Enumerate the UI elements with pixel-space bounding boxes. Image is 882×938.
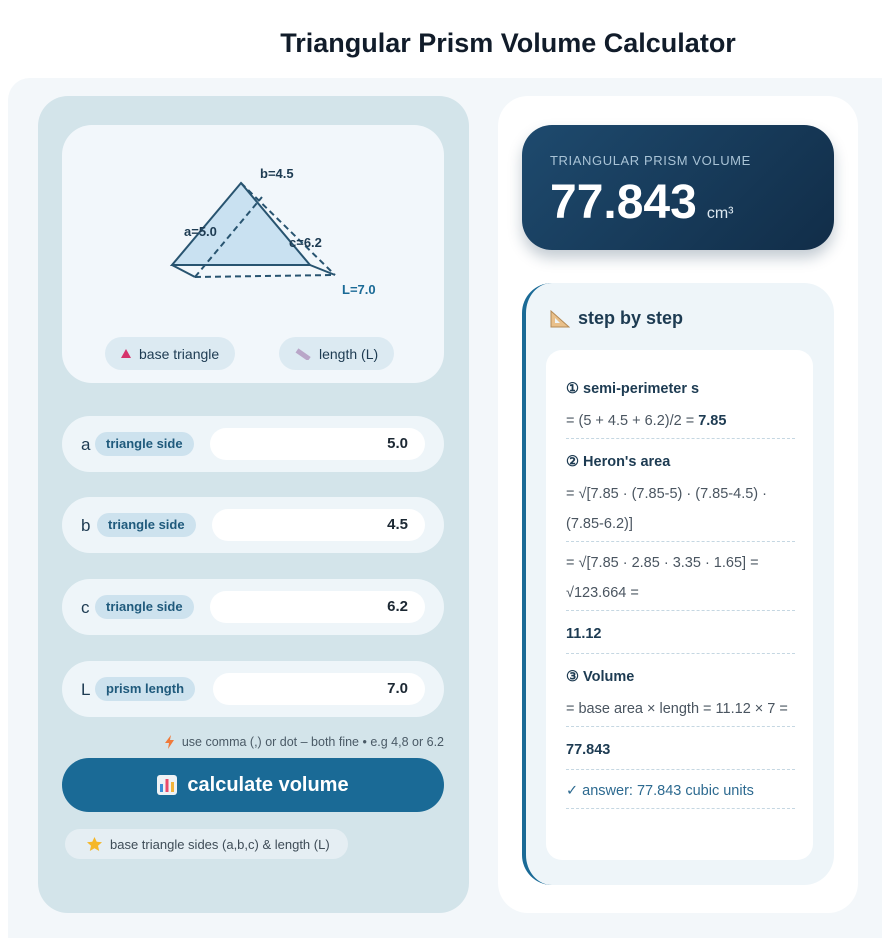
- input-row: L prism length 7.0: [62, 661, 444, 717]
- step-title: ③ Volume: [566, 669, 635, 685]
- input-row: b triangle side 4.5: [62, 497, 444, 553]
- number-input[interactable]: 6.2: [210, 591, 425, 623]
- input-row: a triangle side 5.0: [62, 416, 444, 472]
- separator: [566, 610, 795, 611]
- step-expression: = √[7.85 · (7.85-5) · (7.85-4.5) · (7.85…: [566, 486, 767, 532]
- chart-icon: [157, 775, 178, 795]
- step-line: = √[7.85 · (7.85-5) · (7.85-4.5) · (7.85…: [566, 479, 795, 539]
- calculate-button[interactable]: calculate volume: [62, 758, 444, 812]
- number-input[interactable]: 4.5: [212, 509, 425, 541]
- separator: [566, 653, 795, 654]
- step-line: = √[7.85 · 2.85 · 3.35 · 1.65] = √123.66…: [566, 548, 795, 608]
- edge: [194, 196, 263, 278]
- input-tag: triangle side: [95, 595, 194, 619]
- star-icon: [87, 837, 102, 851]
- separator: [566, 808, 795, 809]
- step-line: = (5 + 4.5 + 6.2)/2 = 7.85: [566, 406, 795, 436]
- ruler-icon: [295, 347, 311, 360]
- side-label: a=5.0: [184, 224, 217, 239]
- input-row: c triangle side 6.2: [62, 579, 444, 635]
- footer-note: base triangle sides (a,b,c) & length (L): [65, 829, 348, 859]
- prism-diagram: b=4.5 a=5.0 c=6.2 L=7.0: [169, 166, 376, 297]
- step-line: = base area × length = 11.12 × 7 =: [566, 694, 795, 724]
- triangle-icon: [121, 349, 131, 358]
- number-input[interactable]: 5.0: [210, 428, 425, 460]
- edge: [171, 264, 196, 278]
- input-letter: c: [81, 598, 90, 617]
- result-value: 77.843: [550, 176, 697, 229]
- page-title: Triangular Prism Volume Calculator: [280, 28, 736, 58]
- result-unit: cm³: [706, 205, 734, 222]
- length-label: L=7.0: [342, 282, 376, 297]
- number-input[interactable]: 7.0: [213, 673, 425, 705]
- side-label: b=4.5: [260, 166, 294, 181]
- diagram-card: b=4.5 a=5.0 c=6.2 L=7.0 base triangle le…: [62, 125, 444, 383]
- steps-list: ① semi-perimeter s = (5 + 4.5 + 6.2)/2 = …: [546, 350, 813, 860]
- result-value-group: 77.843 cm³: [550, 175, 733, 230]
- input-tag: prism length: [95, 677, 196, 701]
- button-label: calculate volume: [187, 773, 349, 796]
- result-label: TRIANGULAR PRISM VOLUME: [550, 153, 751, 168]
- input-tag: triangle side: [95, 432, 194, 456]
- hint-text: use comma (,) or dot – both fine • e.g 4…: [181, 735, 444, 749]
- step-result: 11.12: [566, 626, 602, 642]
- bolt-icon: [164, 735, 174, 749]
- result-card: TRIANGULAR PRISM VOLUME 77.843 cm³: [522, 125, 834, 250]
- step-expression: = √[7.85 · 2.85 · 3.35 · 1.65] = √123.66…: [566, 555, 759, 601]
- input-letter: L: [81, 680, 91, 699]
- hint: use comma (,) or dot – both fine • e.g 4…: [164, 735, 444, 749]
- edge: [240, 182, 336, 276]
- steps-heading-text: step by step: [578, 308, 684, 328]
- chip-label: length (L): [319, 345, 379, 362]
- separator: [566, 438, 795, 439]
- input-tag: triangle side: [97, 513, 196, 537]
- side-label: c=6.2: [289, 235, 322, 250]
- separator: [566, 726, 795, 727]
- separator: [566, 541, 795, 542]
- input-letter: a: [81, 435, 91, 454]
- input-letter: b: [81, 516, 91, 535]
- step-expression: = (5 + 4.5 + 6.2)/2 =: [566, 413, 695, 429]
- legend-chip: base triangle: [105, 337, 236, 370]
- edge: [309, 264, 336, 276]
- step-title: ① semi-perimeter s: [566, 381, 700, 397]
- legend-chip: length (L): [279, 337, 395, 370]
- answer: ✓ answer: 77.843 cubic units: [566, 783, 754, 799]
- step-result: 77.843: [566, 742, 611, 758]
- edge: [194, 274, 336, 278]
- step-result: 7.85: [698, 413, 727, 429]
- chip-label: base triangle: [139, 345, 220, 362]
- set-square-icon: [550, 309, 570, 327]
- separator: [566, 769, 795, 770]
- front-triangle: [169, 181, 313, 266]
- step-expression: = base area × length = 11.12 × 7 =: [566, 701, 788, 717]
- step-title: ② Heron's area: [566, 454, 671, 470]
- footer-text: base triangle sides (a,b,c) & length (L): [110, 836, 330, 852]
- steps-heading: step by step: [550, 308, 683, 329]
